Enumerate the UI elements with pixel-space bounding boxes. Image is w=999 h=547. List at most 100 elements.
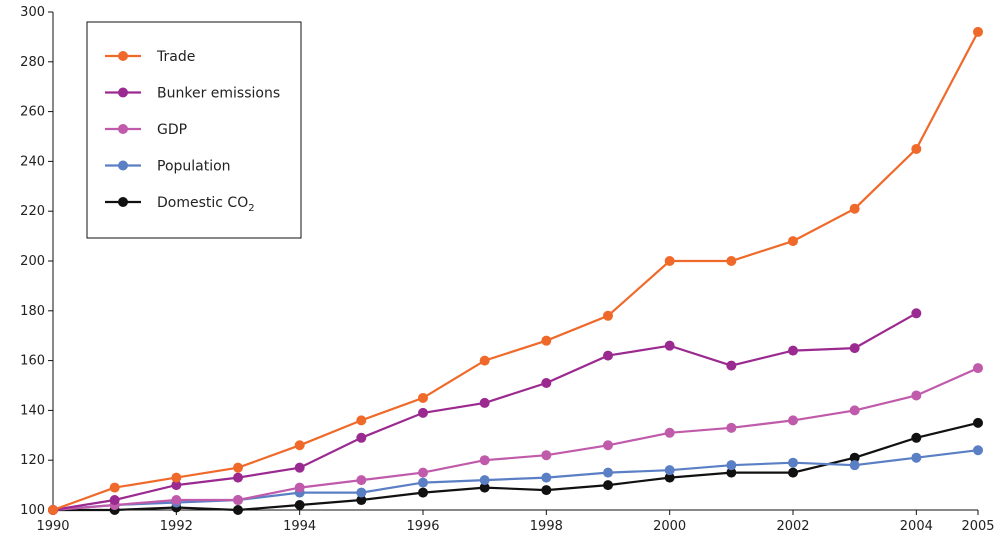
data-point [541, 485, 552, 496]
x-tick-label: 1998 [530, 519, 563, 534]
x-tick-label: 1992 [160, 519, 193, 534]
x-tick-label: 2004 [900, 519, 933, 534]
legend-label: Population [157, 159, 231, 175]
data-point [911, 432, 922, 443]
x-tick-label: 2005 [961, 519, 994, 534]
series-line [52, 367, 979, 512]
y-tick-label: 280 [20, 55, 45, 70]
series-line [52, 449, 979, 512]
legend-label: Bunker emissions [157, 86, 280, 102]
series-line [53, 421, 979, 512]
legend-swatch-marker [118, 87, 128, 98]
legend-label: Domestic CO2 [157, 195, 255, 214]
data-point [294, 462, 305, 473]
data-point [603, 440, 613, 451]
data-point [233, 462, 243, 473]
y-tick-label: 200 [20, 254, 45, 269]
data-point [233, 495, 243, 506]
x-tick-label: 1990 [36, 519, 69, 534]
data-point [726, 460, 737, 471]
data-point [849, 405, 860, 416]
data-point [171, 480, 182, 491]
y-tick-label: 180 [20, 304, 45, 319]
data-point [664, 472, 675, 483]
data-point [726, 467, 737, 478]
data-point [479, 475, 490, 486]
data-point [664, 465, 675, 476]
data-point [788, 415, 798, 426]
data-point [788, 345, 798, 356]
data-point [849, 460, 860, 471]
data-point [911, 143, 922, 154]
data-point [356, 475, 367, 486]
y-tick-label: 300 [20, 5, 45, 20]
data-point [109, 495, 120, 506]
data-point [171, 472, 182, 483]
data-point [911, 308, 922, 319]
data-point [726, 256, 737, 266]
data-point [603, 467, 613, 478]
data-point [726, 360, 737, 371]
data-point [541, 450, 552, 461]
y-tick-label: 240 [20, 154, 45, 169]
data-point [726, 422, 737, 433]
data-point [788, 236, 798, 247]
x-tick-label: 1994 [283, 519, 316, 534]
data-point [356, 495, 367, 506]
data-point [911, 390, 922, 401]
series-line [52, 31, 979, 512]
data-point [48, 505, 58, 515]
data-point [664, 340, 675, 351]
data-point [973, 445, 983, 456]
legend-swatch-marker [118, 197, 128, 207]
data-point [973, 363, 983, 374]
y-tick-label: 140 [20, 403, 45, 418]
data-point [479, 455, 490, 466]
data-point [356, 487, 367, 498]
legend-swatch-marker [118, 124, 128, 134]
data-point [849, 343, 860, 354]
y-tick-label: 220 [20, 204, 45, 219]
data-point [973, 417, 983, 428]
data-point [603, 350, 613, 361]
data-point [849, 452, 860, 463]
data-point [788, 457, 798, 468]
data-point [664, 427, 675, 438]
data-point [418, 487, 428, 498]
data-point [973, 26, 983, 37]
data-point [541, 335, 552, 346]
data-point [171, 495, 182, 506]
data-point [233, 472, 243, 483]
y-tick-label: 160 [20, 354, 45, 369]
data-point [664, 256, 675, 266]
data-point [603, 310, 613, 321]
y-tick-label: 260 [20, 105, 45, 120]
x-tick-label: 2000 [653, 519, 686, 534]
y-tick-label: 100 [20, 503, 45, 518]
data-point [849, 203, 860, 214]
data-point [479, 397, 490, 408]
data-point [788, 467, 798, 478]
data-point [541, 378, 552, 389]
x-tick-label: 1996 [406, 519, 439, 534]
data-point [479, 482, 490, 493]
x-tick-label: 2002 [776, 519, 809, 534]
data-point [418, 407, 428, 418]
data-point [294, 482, 305, 493]
data-point [233, 505, 243, 515]
legend-label: GDP [157, 122, 187, 138]
data-point [356, 432, 367, 443]
data-point [479, 355, 490, 366]
data-point [356, 415, 367, 426]
data-point [418, 477, 428, 488]
legend-swatch-marker [118, 160, 128, 171]
data-point [603, 480, 613, 491]
data-point [911, 452, 922, 463]
data-point [418, 392, 428, 403]
data-point [418, 467, 428, 478]
y-tick-label: 120 [20, 453, 45, 468]
data-point [294, 500, 305, 511]
data-point [541, 472, 552, 483]
